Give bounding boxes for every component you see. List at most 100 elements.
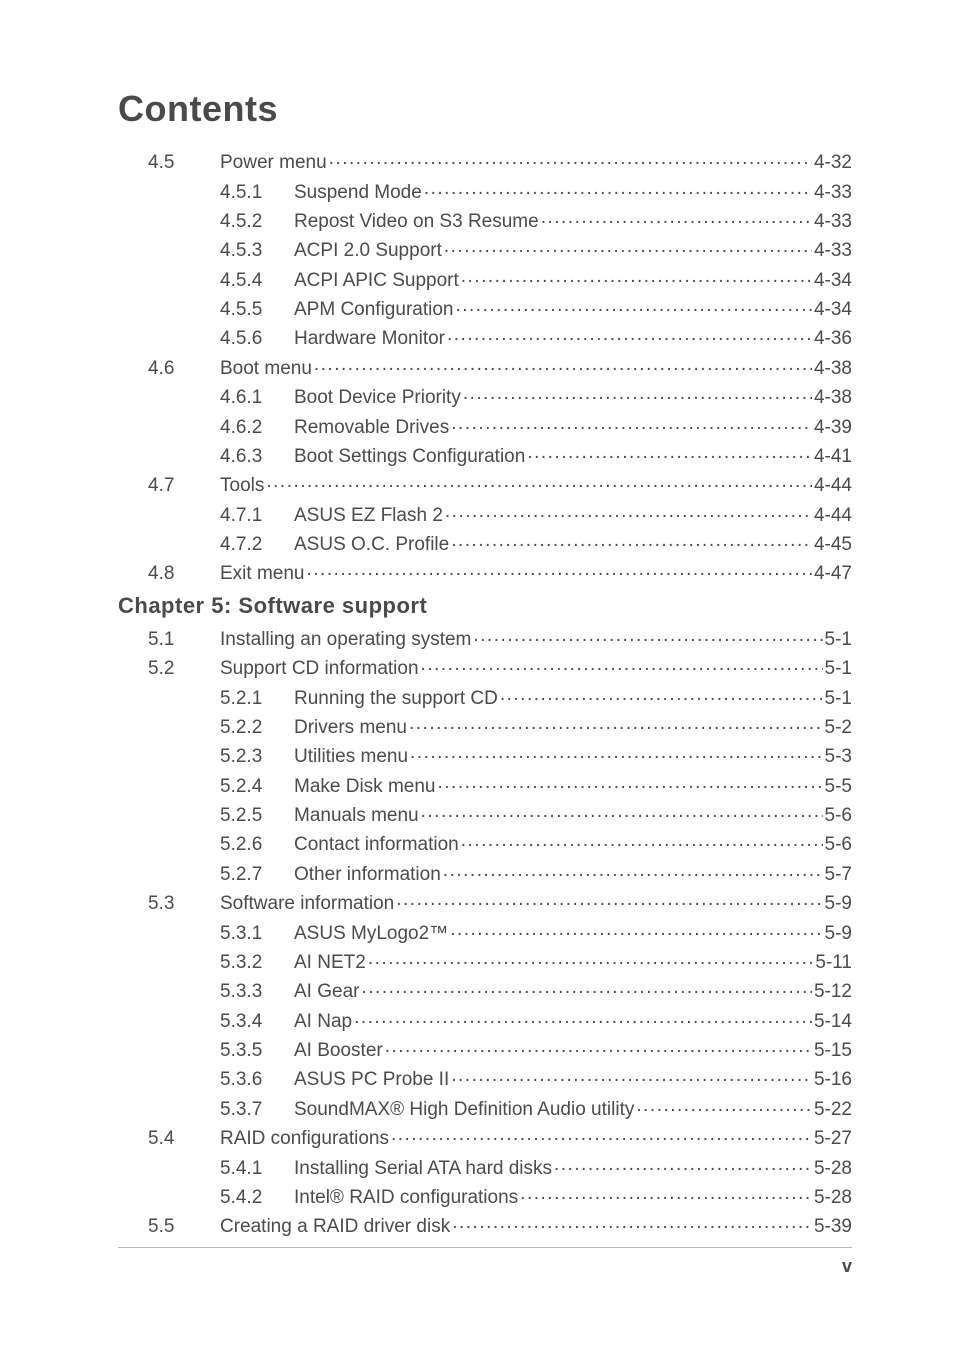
toc-page-number: 5-28 <box>814 1188 852 1207</box>
toc-row: 5.4RAID configurations 5-27 <box>148 1122 852 1151</box>
toc-leader-dots <box>461 831 823 850</box>
toc-label: ASUS EZ Flash 2 <box>294 506 443 525</box>
toc-leader-dots <box>527 443 812 462</box>
toc-row: 4.7Tools4-44 <box>148 469 852 498</box>
toc-leader-dots <box>421 802 823 821</box>
toc-subsection-number: 5.3.3 <box>220 982 294 1001</box>
toc-leader-dots <box>541 208 812 227</box>
toc-label: AI Booster <box>294 1041 383 1060</box>
toc-leader-dots <box>424 179 812 198</box>
toc-leader-dots <box>500 685 823 704</box>
toc-section-1: 4.5Power menu4-324.5.1Suspend Mode4-334.… <box>148 146 852 587</box>
toc-label: Other information <box>294 865 441 884</box>
toc-leader-dots <box>443 861 823 880</box>
toc-label: ASUS MyLogo2™ <box>294 924 448 943</box>
toc-subsection-number: 4.5.3 <box>220 241 294 260</box>
toc-subsection-number: 4.7.2 <box>220 535 294 554</box>
toc-section-number: 4.5 <box>148 153 220 172</box>
toc-page-number: 4-38 <box>814 388 852 407</box>
toc-row: 4.5.5APM Configuration4-34 <box>148 293 852 322</box>
toc-page-number: 5-16 <box>814 1070 852 1089</box>
toc-leader-dots <box>450 920 822 939</box>
toc-page-number: 5-5 <box>825 777 852 796</box>
footer-page-number: v <box>842 1256 852 1277</box>
toc-leader-dots <box>421 655 823 674</box>
page-footer: v <box>118 1247 852 1277</box>
toc-leader-dots <box>452 1213 812 1232</box>
toc-section-2: 5.1Installing an operating system5-15.2S… <box>148 623 852 1240</box>
toc-page-number: 5-27 <box>814 1129 852 1148</box>
toc-page-number: 4-44 <box>814 476 852 495</box>
toc-row: 5.2.5Manuals menu5-6 <box>148 799 852 828</box>
toc-label: Hardware Monitor <box>294 329 445 348</box>
toc-row: 5.3.1ASUS MyLogo2™ 5-9 <box>148 916 852 945</box>
toc-label: Exit menu <box>220 564 304 583</box>
toc-label: ACPI APIC Support <box>294 271 459 290</box>
toc-section-number: 5.5 <box>148 1217 220 1236</box>
toc-section-number: 5.1 <box>148 630 220 649</box>
toc-label: Drivers menu <box>294 718 407 737</box>
toc-page-number: 4-34 <box>814 271 852 290</box>
toc-row: 4.5.2Repost Video on S3 Resume4-33 <box>148 205 852 234</box>
toc-row: 4.6Boot menu4-38 <box>148 352 852 381</box>
toc-label: ACPI 2.0 Support <box>294 241 442 260</box>
toc-row: 5.3Software information5-9 <box>148 887 852 916</box>
toc-label: Removable Drives <box>294 418 449 437</box>
toc-row: 5.2.4Make Disk menu5-5 <box>148 770 852 799</box>
toc-label: Software information <box>220 894 394 913</box>
toc-page-number: 5-14 <box>814 1012 852 1031</box>
toc-subsection-number: 5.2.2 <box>220 718 294 737</box>
toc-page-number: 4-32 <box>814 153 852 172</box>
toc-row: 5.3.5AI Booster5-15 <box>148 1034 852 1063</box>
toc-row: 5.3.2AI NET25-11 <box>148 946 852 975</box>
toc-leader-dots <box>455 296 812 315</box>
toc-leader-dots <box>451 414 812 433</box>
toc-row: 4.5.3ACPI 2.0 Support4-33 <box>148 234 852 263</box>
toc-row: 4.5Power menu4-32 <box>148 146 852 175</box>
toc-label: AI Nap <box>294 1012 352 1031</box>
toc-label: AI Gear <box>294 982 359 1001</box>
toc-leader-dots <box>396 890 822 909</box>
toc-subsection-number: 5.2.6 <box>220 835 294 854</box>
toc-label: Support CD information <box>220 659 419 678</box>
toc-row: 5.2.2Drivers menu5-2 <box>148 711 852 740</box>
toc-page-number: 5-12 <box>814 982 852 1001</box>
toc-label: Repost Video on S3 Resume <box>294 212 539 231</box>
toc-row: 5.4.1Installing Serial ATA hard disks5-2… <box>148 1151 852 1180</box>
toc-leader-dots <box>314 355 812 374</box>
toc-leader-dots <box>636 1096 812 1115</box>
toc-page-number: 5-22 <box>814 1100 852 1119</box>
toc-row: 5.3.6ASUS PC Probe II5-16 <box>148 1063 852 1092</box>
toc-page-number: 5-9 <box>825 924 852 943</box>
toc-page-number: 5-6 <box>825 806 852 825</box>
toc-label: Utilities menu <box>294 747 408 766</box>
toc-page-number: 4-45 <box>814 535 852 554</box>
toc-page-number: 5-1 <box>825 689 852 708</box>
toc-row: 4.6.2Removable Drives4-39 <box>148 410 852 439</box>
toc-page-number: 5-11 <box>815 953 852 972</box>
toc-page-number: 5-15 <box>814 1041 852 1060</box>
toc-row: 4.5.4ACPI APIC Support 4-34 <box>148 264 852 293</box>
toc-page-number: 4-47 <box>814 564 852 583</box>
toc-row: 4.8Exit menu4-47 <box>148 557 852 586</box>
toc-leader-dots <box>473 626 822 645</box>
toc-subsection-number: 5.3.1 <box>220 924 294 943</box>
toc-leader-dots <box>391 1125 812 1144</box>
toc-leader-dots <box>445 502 812 521</box>
toc-label: RAID configurations <box>220 1129 389 1148</box>
toc-label: Manuals menu <box>294 806 419 825</box>
toc-row: 5.2Support CD information5-1 <box>148 652 852 681</box>
toc-label: AI NET2 <box>294 953 366 972</box>
toc-leader-dots <box>451 531 812 550</box>
toc-page-number: 5-7 <box>825 865 852 884</box>
toc-row: 5.1Installing an operating system5-1 <box>148 623 852 652</box>
toc-subsection-number: 5.2.3 <box>220 747 294 766</box>
toc-label: ASUS PC Probe II <box>294 1070 449 1089</box>
toc-row: 4.7.1ASUS EZ Flash 24-44 <box>148 499 852 528</box>
toc-subsection-number: 4.6.3 <box>220 447 294 466</box>
toc-row: 5.2.7Other information5-7 <box>148 858 852 887</box>
toc-subsection-number: 4.5.4 <box>220 271 294 290</box>
toc-section-number: 4.6 <box>148 359 220 378</box>
toc-section-number: 5.4 <box>148 1129 220 1148</box>
toc-page-number: 5-1 <box>825 659 852 678</box>
